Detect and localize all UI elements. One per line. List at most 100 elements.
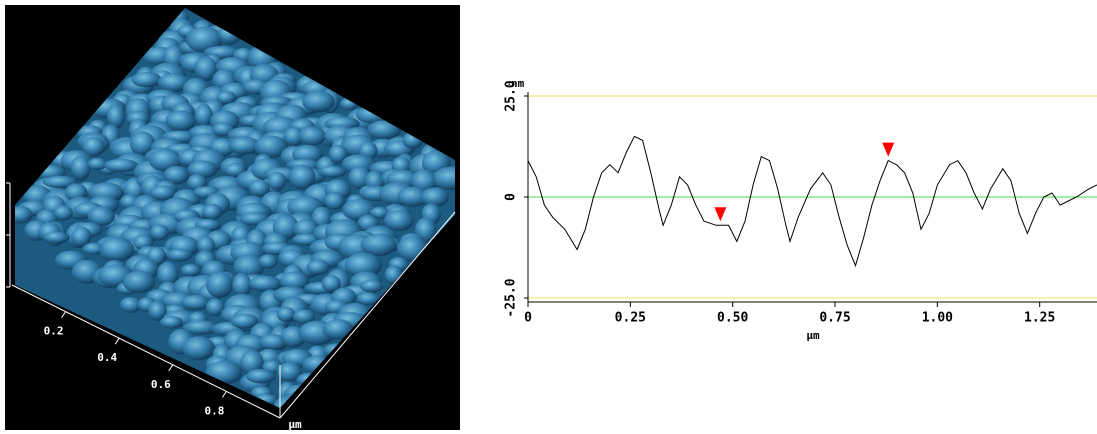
surface-bump [356, 292, 381, 306]
surface-bump [106, 104, 126, 130]
surface-bump [267, 171, 287, 190]
surface-bump [194, 56, 218, 82]
surface-bump [420, 187, 449, 207]
y-tick-label: -25.0 [504, 278, 519, 317]
surface-bump [104, 158, 139, 173]
surface-bump [328, 144, 348, 164]
surface-bump [216, 90, 236, 105]
surface-bump [344, 252, 382, 278]
surface-bump [248, 179, 270, 197]
surface-bump [288, 164, 316, 190]
surface-bump [156, 261, 179, 288]
x-tick-label: 1.00 [922, 311, 953, 326]
surface-bump [185, 26, 224, 53]
surface-bump [383, 209, 414, 232]
profile-line [527, 135, 1097, 268]
x-tick [61, 311, 67, 318]
surface-bump [432, 166, 455, 191]
surface-bump [182, 336, 215, 361]
x-tick-label: 0.2 [44, 325, 64, 338]
cursor-marker [882, 142, 895, 157]
surface-bump [71, 226, 92, 248]
surface-bump [70, 155, 91, 181]
x-tick-label: 0.75 [819, 311, 850, 326]
surface-bump [205, 298, 225, 317]
surface-bump [182, 320, 220, 335]
surface-bump [122, 270, 156, 294]
surface-bump [298, 126, 326, 146]
surface-bump [160, 315, 183, 329]
surface-bump [87, 157, 108, 171]
surface-bump [276, 306, 296, 322]
surface-bump [359, 279, 384, 293]
x-tick-label: 0.25 [615, 311, 646, 326]
surface-bump [166, 248, 193, 262]
surface-bump [258, 254, 278, 269]
x-tick [168, 364, 174, 372]
surface-bump [82, 136, 105, 157]
surface-bump [248, 275, 282, 292]
surface-bump [202, 203, 222, 221]
surface-bump [194, 103, 213, 128]
surface-bump [130, 131, 155, 156]
surface-panel: μm 0.2 0.4 0.6 0.8 [5, 5, 460, 431]
surface-bump [43, 231, 70, 244]
surface-bump [369, 206, 390, 219]
surface-bump [180, 294, 211, 311]
surface-bump [119, 296, 142, 313]
surface-bumps [15, 10, 455, 408]
surface-bump [82, 242, 105, 255]
x-axis-label: μm [288, 418, 302, 431]
surface-bump [324, 192, 345, 210]
surface-bump [321, 274, 341, 293]
x-tick-label: 0.8 [204, 404, 224, 417]
surface-bump [360, 233, 397, 257]
surface-bump [318, 165, 347, 178]
surface-bump [205, 271, 234, 298]
surface-bump [246, 368, 276, 384]
x-tick-label: 0 [524, 311, 532, 326]
surface-bump [306, 259, 330, 276]
surface-bump [157, 73, 190, 93]
y-tick-label: 25.0 [504, 80, 519, 111]
surface-bump [15, 206, 33, 224]
surface-bump [233, 254, 265, 279]
surface-bump [165, 110, 196, 132]
surface-bump [180, 264, 201, 277]
surface-bump [148, 300, 167, 321]
surface-bump [341, 154, 376, 174]
x-tick-label: 0.6 [151, 378, 171, 391]
x-tick [221, 391, 227, 398]
surface-bump [53, 205, 73, 221]
surface-bump [276, 362, 302, 382]
y-axis [279, 211, 456, 419]
surface-bump [302, 90, 335, 113]
surface-bump [232, 272, 252, 298]
x-tick-label: 1.25 [1024, 311, 1055, 326]
surface-bump [149, 185, 177, 201]
surface-bump [228, 136, 261, 155]
surface-bump [187, 160, 218, 179]
surface-bump [148, 148, 183, 172]
y-axis-label: nm [511, 77, 525, 90]
surface-bump [259, 334, 287, 351]
surface-bump [230, 313, 259, 329]
surface-bump [283, 126, 305, 147]
surface-bump [322, 318, 354, 340]
surface-bump [149, 224, 169, 241]
x-tick [114, 337, 120, 345]
surface-bump [397, 186, 430, 207]
x-tick-label: 0.4 [97, 351, 117, 364]
y-tick-label: 0 [504, 193, 519, 201]
surface-bump [163, 165, 190, 185]
surface-bump [99, 237, 135, 262]
x-axis-label: μm [806, 329, 820, 342]
surface-bump [254, 135, 288, 158]
surface-bump [131, 72, 162, 88]
profile-panel: nm μm 25.0 0 -25.0 0 0.25 0.50 0.75 1.00 1.25 [504, 77, 1097, 342]
surface-bump [292, 309, 315, 324]
surface-bump [87, 206, 115, 227]
